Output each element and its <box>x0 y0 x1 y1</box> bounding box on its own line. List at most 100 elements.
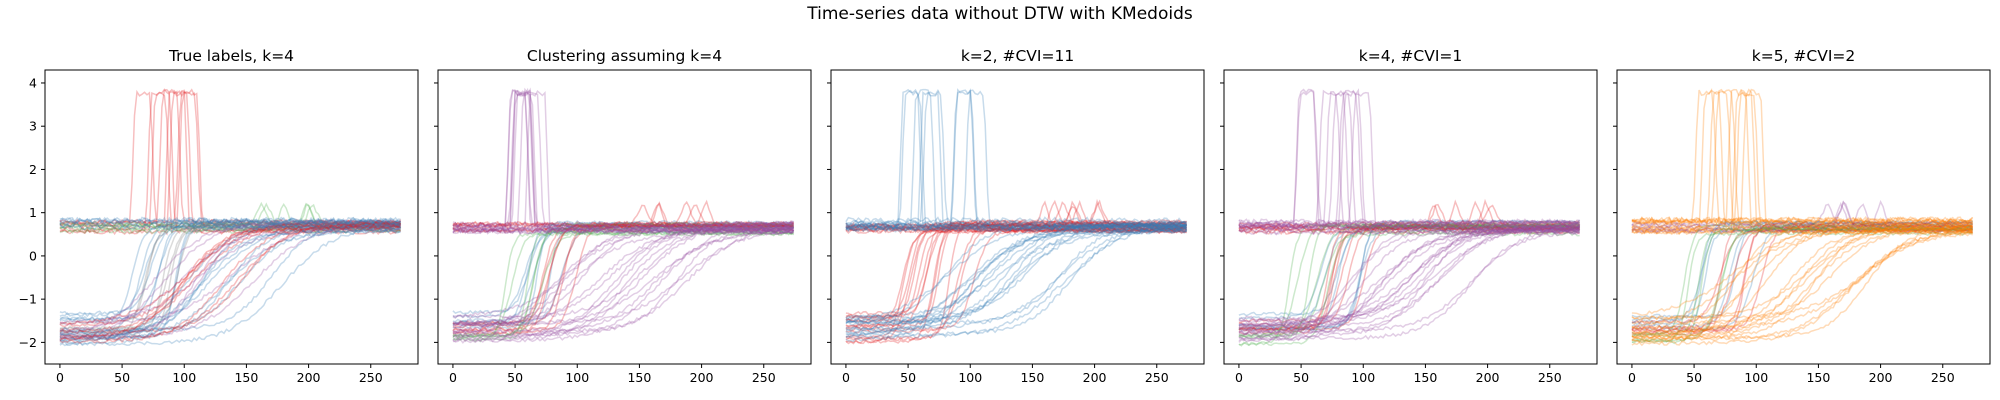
series-line <box>1238 219 1581 331</box>
series-line <box>1238 205 1580 236</box>
series-line <box>59 89 402 229</box>
series-line <box>845 223 1187 326</box>
series-line <box>1631 88 1973 232</box>
series-line <box>59 223 401 323</box>
series-line <box>59 220 401 325</box>
series-line <box>1631 226 1973 337</box>
series-line <box>845 227 1188 330</box>
series-line <box>1631 200 1973 229</box>
series-line <box>452 90 794 234</box>
series-line <box>452 202 794 234</box>
series-line <box>1238 225 1580 332</box>
x-tick-label: 250 <box>1145 370 1169 385</box>
series-line <box>452 229 794 335</box>
series-line <box>845 222 1187 336</box>
axes-frame <box>44 69 419 365</box>
series-line <box>1631 231 1974 321</box>
chart-panel: Clustering assuming k=4 0 50 100 150 200 250 <box>434 47 812 385</box>
series-line <box>452 222 794 326</box>
series-line <box>845 228 1187 320</box>
series-line <box>845 219 1187 316</box>
series-line <box>1238 198 1581 232</box>
series-line <box>59 229 401 334</box>
series-line <box>1631 90 1973 235</box>
series-line <box>452 227 795 236</box>
series-line <box>1238 220 1580 228</box>
series-line <box>845 205 1187 235</box>
x-tick-label: 250 <box>1538 370 1562 385</box>
series-line <box>1631 223 1973 336</box>
series-line <box>845 222 1188 323</box>
series-line <box>59 202 402 229</box>
series-line <box>452 221 795 344</box>
series-line <box>1631 88 1974 232</box>
axes-frame <box>830 69 1205 365</box>
series-line <box>452 220 795 333</box>
series-line <box>1238 227 1581 340</box>
series-line <box>1631 228 1974 331</box>
series-line <box>1238 219 1580 329</box>
series-line <box>845 220 1188 325</box>
series-line <box>1631 216 1974 224</box>
y-tick-label: −2 <box>19 335 37 350</box>
series-line <box>1238 223 1581 231</box>
x-tick-label: 150 <box>1020 370 1044 385</box>
series-line <box>452 87 794 232</box>
y-tick-label: 0 <box>29 248 37 263</box>
series-line <box>845 226 1187 334</box>
series-line <box>1238 228 1580 341</box>
series-line <box>1238 218 1580 227</box>
series-line <box>1238 223 1581 317</box>
series-line <box>452 223 795 335</box>
series-line <box>59 224 402 336</box>
series-line <box>452 221 794 327</box>
series-line <box>59 88 402 225</box>
series-line <box>452 227 794 340</box>
series-line <box>1238 221 1581 230</box>
series-line <box>1631 224 1974 338</box>
series-line <box>59 221 402 328</box>
series-line <box>452 223 795 232</box>
x-tick-label: 100 <box>1351 370 1375 385</box>
series-line <box>452 225 794 335</box>
series-line <box>1631 89 1973 235</box>
series-line <box>59 218 401 226</box>
series-line <box>1238 224 1580 321</box>
series-line <box>845 226 1187 321</box>
series-line <box>452 87 794 229</box>
series-line <box>845 88 1188 226</box>
series-line <box>59 226 402 338</box>
axes-frame <box>1223 69 1598 365</box>
y-tick-label: 4 <box>29 75 37 90</box>
series-line <box>452 230 794 326</box>
series-line <box>1238 219 1580 328</box>
series-line <box>1238 228 1580 321</box>
series-line <box>1631 226 1974 345</box>
series-line <box>452 225 795 323</box>
series-line <box>1631 88 1974 236</box>
series-line <box>845 228 1188 343</box>
series-line <box>1238 231 1581 334</box>
series-line <box>59 222 401 333</box>
x-tick-label: 100 <box>1744 370 1768 385</box>
series-line <box>59 218 401 336</box>
series-line <box>845 89 1187 232</box>
series-line <box>452 221 794 340</box>
series-line <box>59 216 402 224</box>
figure-suptitle: Time-series data without DTW with KMedoi… <box>807 4 1193 24</box>
series-line <box>1238 217 1580 226</box>
series-line <box>1238 88 1581 232</box>
series-line <box>59 216 401 225</box>
series-line <box>1631 222 1973 337</box>
series-line <box>452 223 795 328</box>
series-line <box>1238 225 1580 332</box>
series-line <box>1631 203 1973 232</box>
series-line <box>845 221 1187 328</box>
series-line <box>59 219 401 344</box>
series-line <box>1238 231 1580 339</box>
series-line <box>1631 226 1973 334</box>
series-line <box>1631 227 1973 325</box>
series-line <box>59 221 401 332</box>
series-line <box>59 223 402 344</box>
